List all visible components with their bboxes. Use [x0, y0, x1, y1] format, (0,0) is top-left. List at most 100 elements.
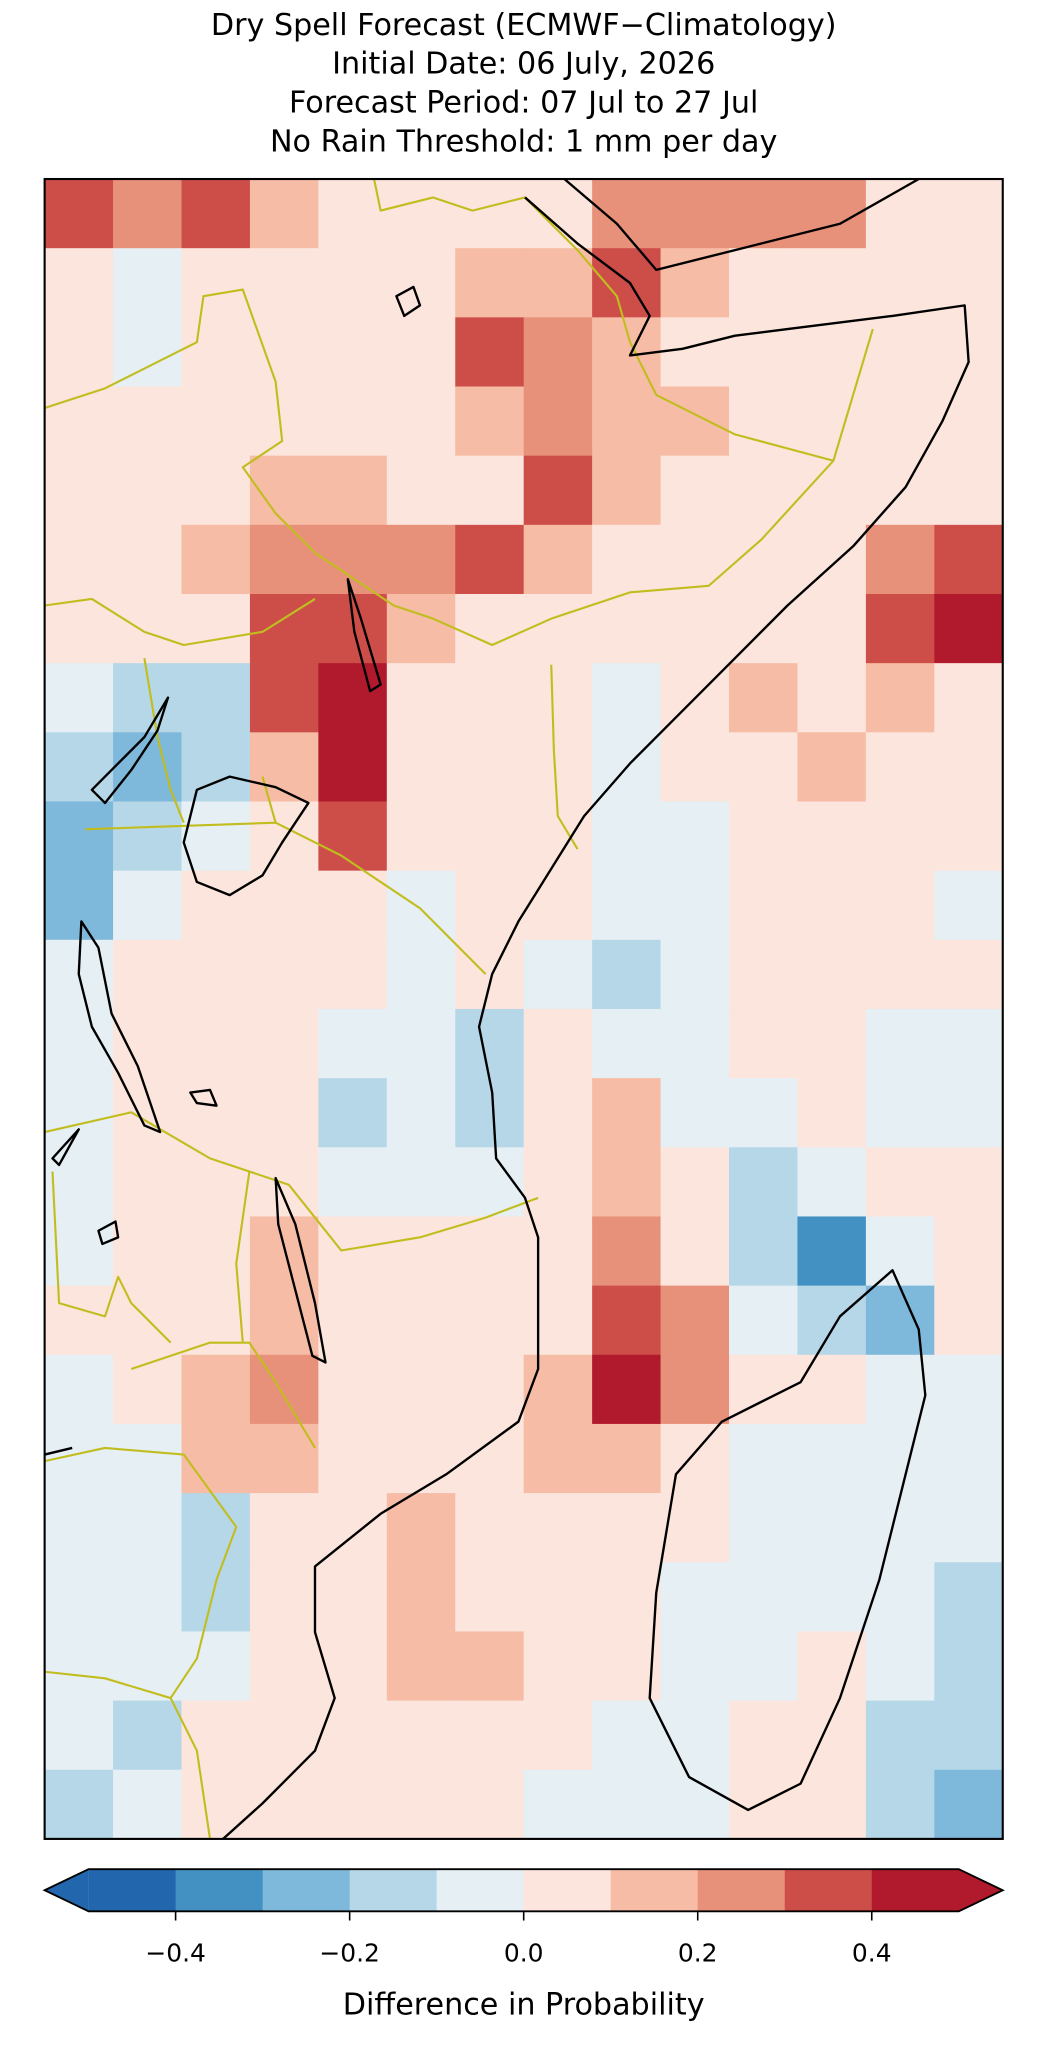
grid-cell	[318, 1562, 388, 1632]
grid-cell	[592, 870, 662, 941]
grid-cell	[865, 1700, 935, 1771]
grid-cell	[249, 1423, 319, 1494]
grid-cell	[934, 593, 1004, 664]
grid-cell	[181, 179, 251, 249]
grid-cell	[318, 1493, 388, 1563]
grid-cell	[797, 524, 867, 595]
grid-cell	[181, 870, 251, 941]
grid-cell	[44, 1769, 114, 1840]
map-features	[44, 177, 970, 1840]
grid-cell	[523, 248, 593, 318]
grid-cell	[660, 939, 730, 1010]
grid-cell	[592, 455, 662, 526]
grid-cell	[386, 1493, 456, 1563]
grid-cell	[729, 1562, 798, 1632]
grid-cell	[592, 386, 662, 457]
grid-cell	[249, 179, 319, 249]
grid-cell	[592, 1700, 662, 1771]
grid-cell	[729, 1700, 798, 1771]
colorbar-outline	[42, 1868, 1005, 1913]
grid-cell	[386, 524, 456, 595]
grid-cell	[44, 1562, 114, 1632]
grid-cell	[934, 939, 1004, 1010]
grid-cell	[865, 524, 935, 595]
grid-cell	[934, 663, 1004, 733]
grid-cell	[181, 317, 251, 388]
grid-cell	[249, 1008, 319, 1079]
grid-cell	[181, 1700, 251, 1771]
grid-cell	[249, 1700, 319, 1771]
grid-cell	[865, 1216, 935, 1287]
grid-cell	[797, 1769, 867, 1840]
grid-cell	[455, 1700, 525, 1771]
grid-cell	[455, 1078, 525, 1148]
grid-cell	[592, 179, 662, 249]
grid-cell	[934, 1493, 1004, 1563]
grid-cell	[44, 1493, 114, 1563]
grid-cell	[592, 1423, 662, 1494]
grid-cell	[455, 1562, 525, 1632]
grid-cell	[797, 1216, 867, 1287]
grid-cell	[318, 939, 388, 1010]
grid-cell	[592, 1008, 662, 1079]
grid-cell	[386, 179, 456, 249]
grid-cell	[386, 870, 456, 941]
grid-cell	[318, 524, 388, 595]
grid-cell	[455, 663, 525, 733]
grid-cell	[318, 732, 388, 803]
grid-cell	[934, 179, 1004, 249]
grid-cell	[113, 593, 183, 664]
grid-cell	[934, 248, 1004, 318]
grid-cell	[113, 1008, 183, 1079]
grid-cell	[865, 939, 935, 1010]
grid-cell	[318, 248, 388, 318]
grid-cell	[865, 317, 935, 388]
grid-cell	[455, 1769, 525, 1840]
grid-cell	[44, 248, 114, 318]
grid-cell	[523, 179, 593, 249]
grid-cell	[729, 939, 798, 1010]
grid-cell	[865, 663, 935, 733]
colorbar-segment	[697, 1869, 786, 1912]
grid-cell	[660, 1008, 730, 1079]
grid-cell	[249, 1631, 319, 1702]
grid-cell	[797, 663, 867, 733]
grid-cell	[592, 1216, 662, 1287]
grid-cell	[386, 1354, 456, 1425]
grid-cell	[797, 386, 867, 457]
grid-cell	[318, 455, 388, 526]
grid-cell	[729, 1285, 798, 1356]
grid-cell	[249, 455, 319, 526]
grid-cell	[660, 1631, 730, 1702]
grid-cell	[797, 1493, 867, 1563]
grid-cell	[865, 593, 935, 664]
grid-cell	[729, 1493, 798, 1563]
grid-cell	[386, 801, 456, 872]
colorbar-tick-label: 0.4	[852, 1939, 892, 1968]
colorbar-segment	[262, 1869, 351, 1912]
grid-cell	[797, 455, 867, 526]
grid-cell	[455, 1354, 525, 1425]
grid-cell	[455, 801, 525, 872]
grid-cell	[44, 1078, 114, 1148]
grid-cell	[865, 1562, 935, 1632]
grid-cell	[865, 386, 935, 457]
grid-cell	[797, 1562, 867, 1632]
map-frame	[43, 177, 1004, 1840]
grid-cell	[386, 1285, 456, 1356]
grid-cell	[455, 317, 525, 388]
grid-cell	[523, 1493, 593, 1563]
colorbar-tick-label: 0.0	[504, 1939, 544, 1968]
grid-cell	[113, 524, 183, 595]
grid-cell	[797, 939, 867, 1010]
grid-cell	[44, 1354, 114, 1425]
grid-cell	[660, 801, 730, 872]
grid-cell	[934, 386, 1004, 457]
grid-cell	[113, 1700, 183, 1771]
grid-cell	[249, 663, 319, 733]
grid-cell	[44, 179, 114, 249]
grid-cell	[523, 455, 593, 526]
grid-cell	[523, 870, 593, 941]
grid-cell	[523, 1562, 593, 1632]
grid-cell	[523, 1700, 593, 1771]
